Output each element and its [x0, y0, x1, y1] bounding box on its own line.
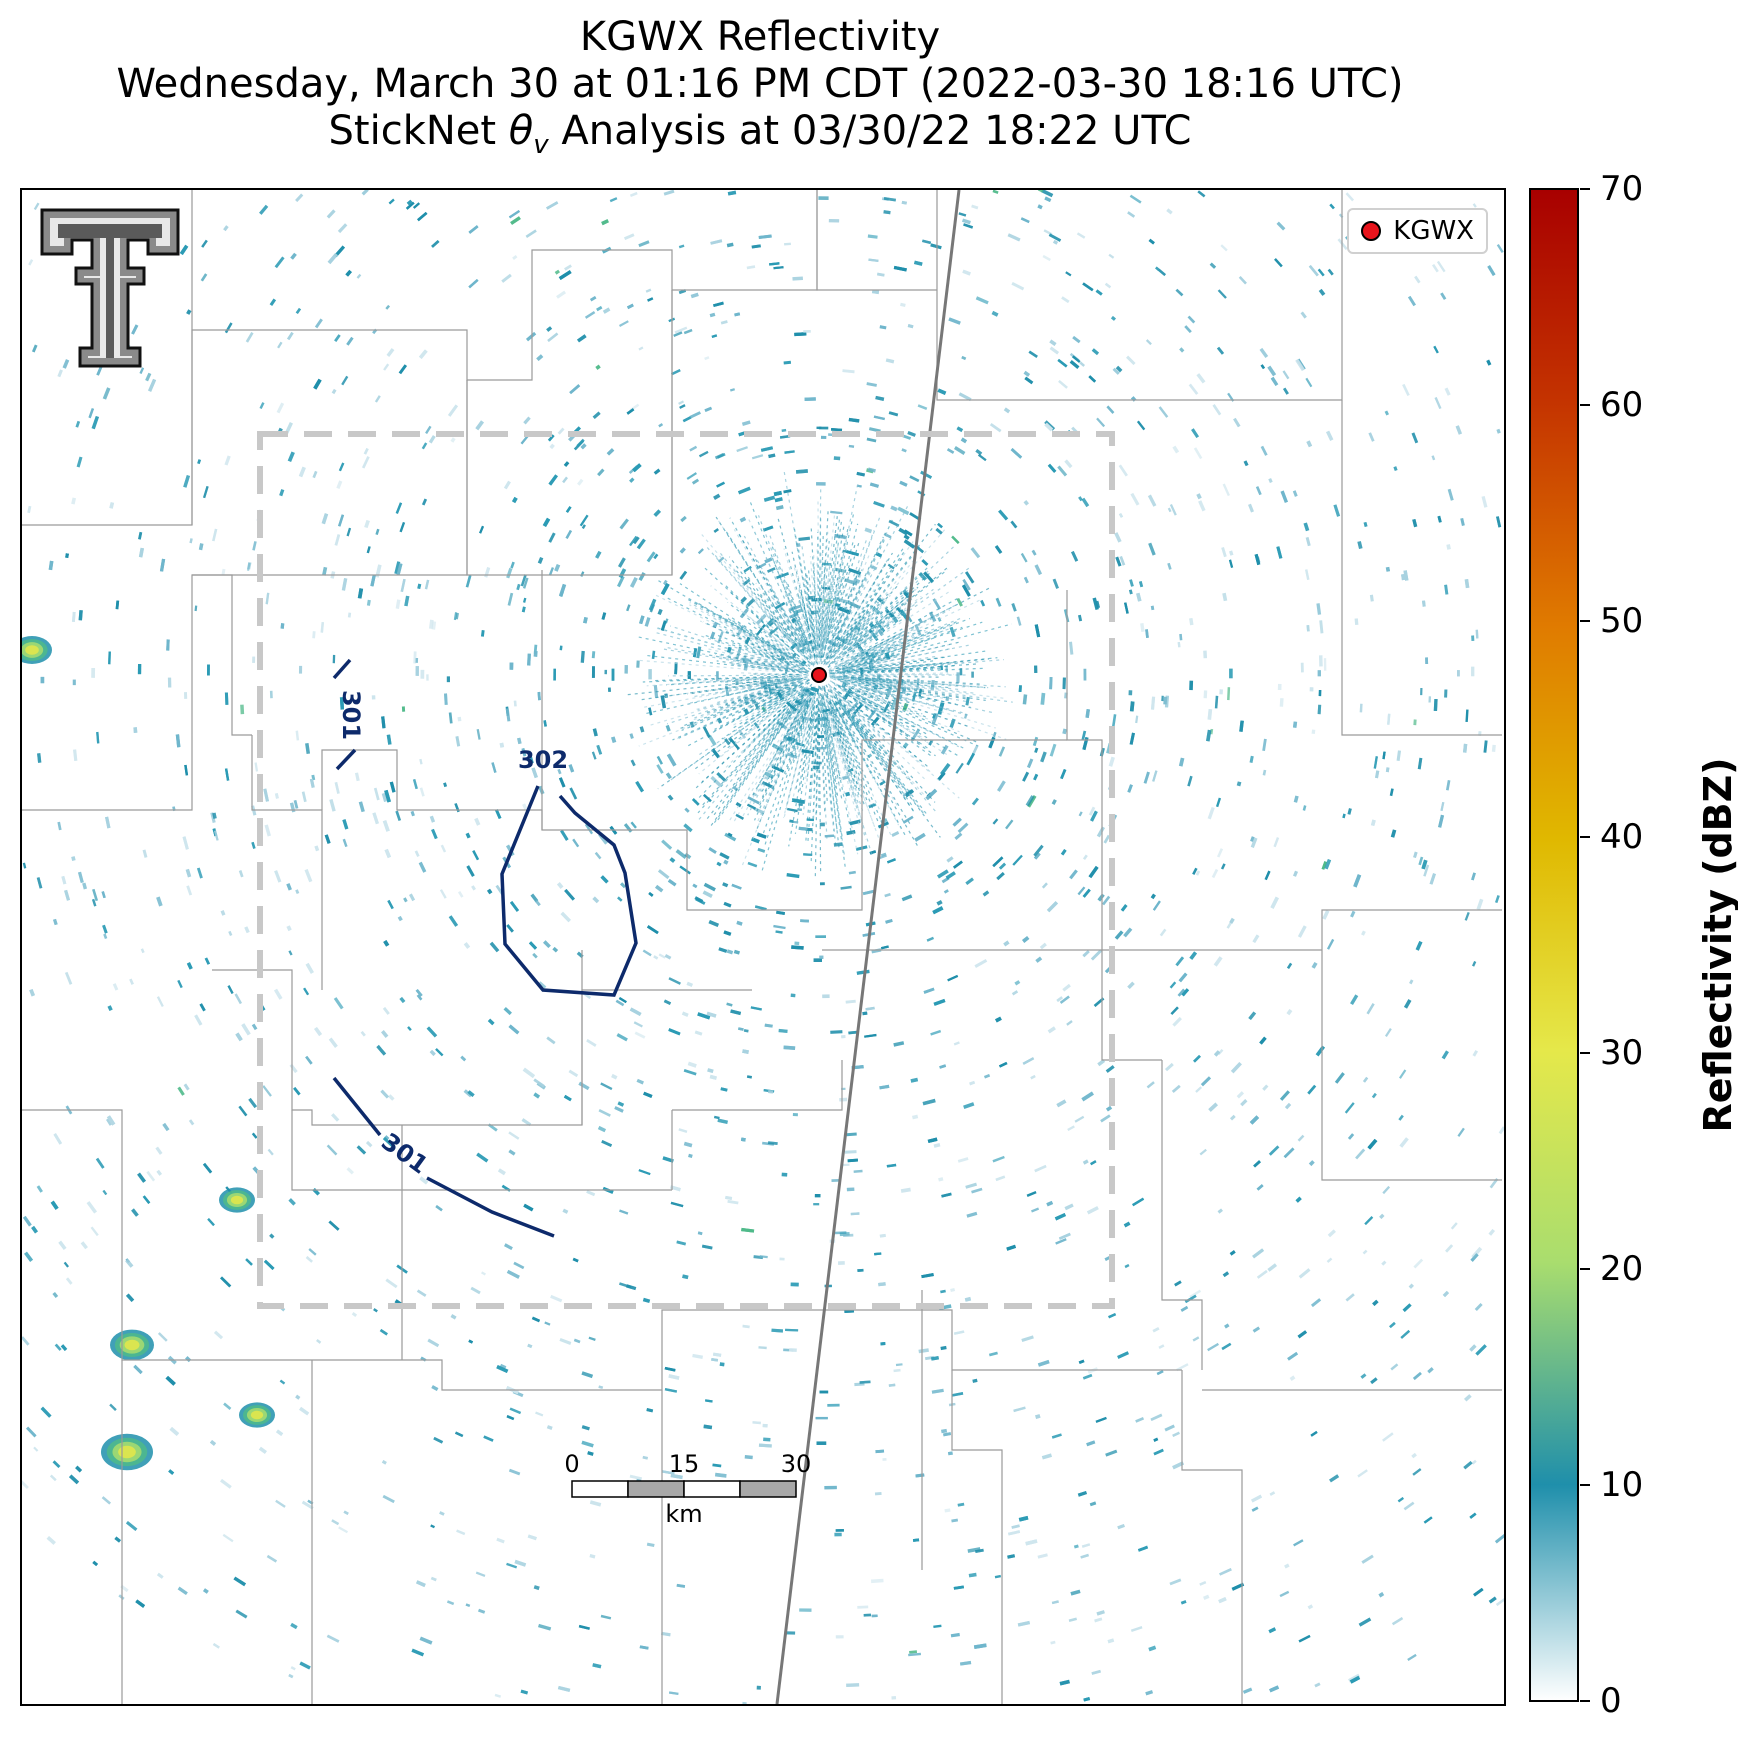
contour-label-301-lower: 301	[376, 1127, 433, 1179]
colorbar-tickmark-70	[1580, 188, 1590, 190]
title-line-3: StickNet θv Analysis at 03/30/22 18:22 U…	[0, 108, 1520, 169]
texas-tech-double-t-logo-icon	[40, 208, 180, 368]
colorbar-tick-30: 30	[1600, 1033, 1644, 1073]
title-line-3-prefix: StickNet	[328, 108, 509, 154]
scale-tick-30: 30	[781, 1450, 812, 1478]
contour-301-lower-a	[332, 1076, 382, 1137]
contour-301-lower-b	[426, 1176, 555, 1238]
colorbar-tickmark-10	[1580, 1484, 1590, 1486]
colorbar-tickmark-0	[1580, 1700, 1590, 1702]
contour-301-upper-b	[335, 748, 357, 771]
theta-symbol: θ	[508, 108, 534, 154]
colorbar	[1529, 188, 1579, 1702]
chart-title: KGWX Reflectivity Wednesday, March 30 at…	[0, 14, 1520, 169]
colorbar-tick-0: 0	[1600, 1681, 1622, 1721]
highway-line	[775, 190, 961, 1704]
theta-v-contours	[332, 658, 638, 1238]
reflectivity-speckle-layer	[22, 190, 1504, 1704]
contour-label-301-upper: 301	[337, 690, 365, 740]
contour-labels: 301 302 301	[337, 690, 568, 1180]
colorbar-tickmark-50	[1580, 620, 1590, 622]
radar-map[interactable]: 301 302 301 0 15 30 km KGW	[20, 188, 1506, 1706]
colorbar-tick-40: 40	[1600, 817, 1644, 857]
legend-marker	[1361, 221, 1382, 241]
colorbar-tick-20: 20	[1600, 1249, 1644, 1289]
colorbar-gradient	[1529, 188, 1579, 1702]
scale-unit: km	[665, 1500, 702, 1528]
county-boundaries	[22, 190, 1502, 1704]
colorbar-tick-50: 50	[1600, 601, 1644, 641]
analysis-domain-box	[257, 431, 1115, 1309]
title-line-3-suffix: Analysis at 03/30/22 18:22 UTC	[548, 108, 1192, 154]
contour-label-302: 302	[518, 746, 568, 774]
title-line-1: KGWX Reflectivity	[579, 14, 941, 60]
radar-site-marker[interactable]	[811, 667, 827, 683]
scale-bar: 0 15 30 km	[564, 1450, 811, 1528]
colorbar-tick-70: 70	[1600, 169, 1644, 209]
scale-tick-15: 15	[669, 1450, 700, 1478]
colorbar-tickmark-60	[1580, 404, 1590, 406]
colorbar-label: Reflectivity (dBZ)	[1696, 757, 1738, 1133]
title-line-2: Wednesday, March 30 at 01:16 PM CDT (202…	[116, 61, 1404, 107]
colorbar-tick-10: 10	[1600, 1465, 1644, 1505]
scale-tick-0: 0	[564, 1450, 579, 1478]
legend-label: KGWX	[1393, 216, 1474, 246]
contour-301-upper-a	[332, 658, 352, 680]
colorbar-tickmark-30	[1580, 1052, 1590, 1054]
legend: KGWX	[1347, 208, 1488, 254]
colorbar-tickmark-40	[1580, 836, 1590, 838]
colorbar-tickmark-20	[1580, 1268, 1590, 1270]
theta-subscript: v	[533, 130, 549, 160]
map-canvas: 301 302 301 0 15 30 km	[22, 190, 1504, 1704]
colorbar-tick-60: 60	[1600, 385, 1644, 425]
contour-302-loop	[500, 785, 638, 997]
